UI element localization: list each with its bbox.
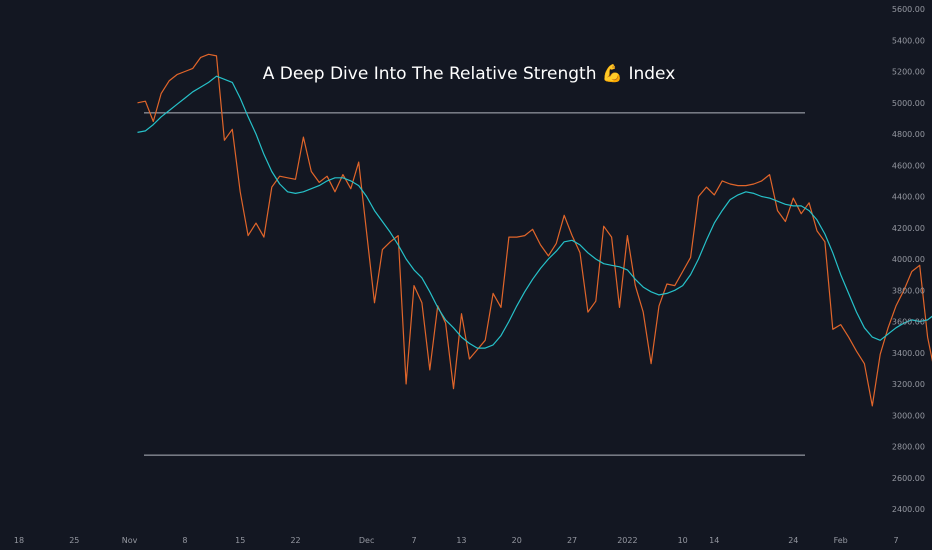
y-tick-label: 3600.00 — [892, 318, 925, 327]
y-tick-label: 4400.00 — [892, 193, 925, 202]
x-tick-label: 13 — [456, 536, 466, 545]
x-tick-label: 20 — [512, 536, 522, 545]
x-tick-label: 15 — [235, 536, 245, 545]
y-tick-label: 5400.00 — [892, 36, 925, 45]
y-tick-label: 4200.00 — [892, 224, 925, 233]
x-tick-label: 8 — [182, 536, 187, 545]
chart-title: A Deep Dive Into The Relative Strength 💪… — [263, 63, 676, 84]
x-tick-label: 10 — [678, 536, 688, 545]
y-tick-label: 3400.00 — [892, 349, 925, 358]
y-tick-label: 2400.00 — [892, 505, 925, 514]
x-tick-label: 24 — [788, 536, 798, 545]
y-tick-label: 4000.00 — [892, 255, 925, 264]
y-tick-label: 3800.00 — [892, 286, 925, 295]
price-series-line — [137, 53, 932, 407]
horizontal-levels — [144, 112, 805, 456]
y-axis: 5600.00 5400.00 5200.00 5000.00 4800.00 4600.… — [892, 5, 925, 514]
x-tick-label: 22 — [290, 536, 300, 545]
x-tick-label: 18 — [14, 536, 24, 545]
x-tick-label: 2022 — [617, 536, 637, 545]
y-tick-label: 2600.00 — [892, 474, 925, 483]
x-tick-label: Feb — [834, 536, 848, 545]
y-tick-label: 3200.00 — [892, 380, 925, 389]
x-tick-label: 7 — [893, 536, 898, 545]
x-tick-label: Dec — [359, 536, 374, 545]
y-tick-label: 5600.00 — [892, 5, 925, 14]
y-tick-label: 4600.00 — [892, 161, 925, 170]
x-tick-label: 27 — [567, 536, 577, 545]
y-tick-label: 4800.00 — [892, 130, 925, 139]
y-tick-label: 5200.00 — [892, 68, 925, 77]
x-tick-label: Nov — [122, 536, 138, 545]
series-layer — [137, 53, 932, 407]
x-tick-label: 7 — [411, 536, 416, 545]
x-tick-label: 14 — [709, 536, 719, 545]
average-series-line — [137, 75, 932, 349]
y-tick-label: 3000.00 — [892, 411, 925, 420]
y-tick-label: 5000.00 — [892, 99, 925, 108]
x-axis: 18 25 Nov 8 15 22 Dec 7 13 20 27 2022 10 14 24 Feb 7 — [14, 536, 899, 545]
y-tick-label: 2800.00 — [892, 443, 925, 452]
x-tick-label: 25 — [69, 536, 79, 545]
